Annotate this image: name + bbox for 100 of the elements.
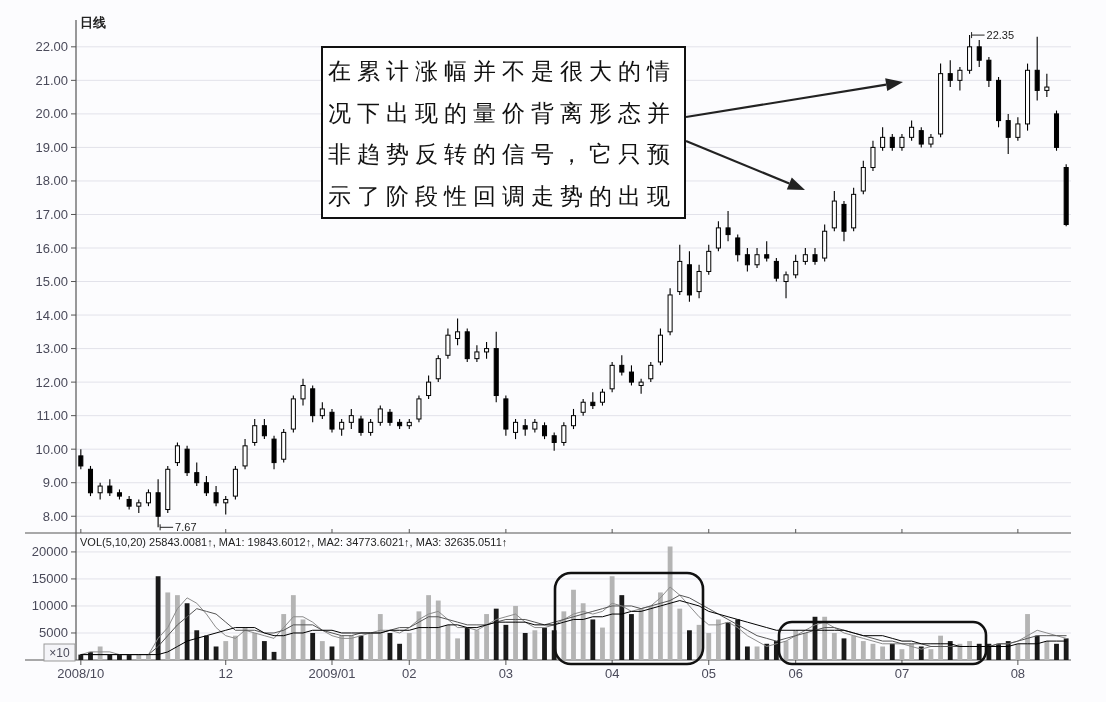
candlestick <box>87 465 94 497</box>
bar <box>339 635 345 660</box>
candlestick <box>570 408 577 430</box>
bar <box>619 595 625 660</box>
bar <box>600 627 605 660</box>
y-tick-label: 15000 <box>31 571 68 587</box>
annotation: 7.67 <box>175 521 197 534</box>
y-tick-label: 9.00 <box>42 475 68 491</box>
candlestick <box>638 378 644 395</box>
candlestick <box>967 34 973 75</box>
candlestick <box>812 247 818 266</box>
bar <box>648 605 654 660</box>
bar <box>976 643 982 660</box>
bar <box>146 654 151 660</box>
bar <box>889 643 895 660</box>
candlestick <box>764 240 770 262</box>
bar <box>957 643 963 660</box>
candlestick <box>348 408 354 430</box>
x-tick-label: 12 <box>218 666 233 681</box>
candlestick <box>947 59 953 88</box>
candlestick <box>416 394 422 423</box>
bar <box>706 632 712 660</box>
candlestick <box>986 56 992 88</box>
x-tick-label: 06 <box>788 666 803 681</box>
bar <box>136 654 142 660</box>
candlestick <box>715 220 721 252</box>
bar <box>310 632 316 660</box>
candlestick <box>358 415 364 437</box>
y-tick-label: 10000 <box>31 598 68 614</box>
x-tick-label: 07 <box>894 666 910 681</box>
bar <box>184 603 190 660</box>
candlestick <box>860 160 866 195</box>
candlestick <box>184 445 190 477</box>
bar <box>1025 614 1030 660</box>
candlestick <box>1034 36 1040 102</box>
y-tick-label: 11.00 <box>36 408 68 424</box>
bar <box>880 646 886 660</box>
candlestick <box>976 39 982 68</box>
candlestick <box>474 344 480 363</box>
y-tick-label: 12.00 <box>35 374 68 390</box>
candlestick <box>870 140 876 172</box>
bar <box>658 592 663 660</box>
y-tick-label: 21.00 <box>35 72 68 88</box>
bar <box>851 635 857 660</box>
candlestick <box>252 418 258 447</box>
bar <box>571 589 576 660</box>
y-tick-label: 8.00 <box>42 508 68 524</box>
x-tick-label: 08 <box>1010 666 1026 681</box>
candlestick <box>1044 73 1050 98</box>
x-tick-label: 03 <box>498 666 514 681</box>
candlestick <box>194 462 200 487</box>
candlestick <box>628 364 634 387</box>
candlestick <box>773 257 779 283</box>
bar <box>542 627 547 660</box>
bar <box>348 635 354 660</box>
candlestick <box>426 374 432 400</box>
bar <box>204 635 209 660</box>
bar <box>175 595 180 660</box>
bar <box>909 643 915 660</box>
candlestick <box>513 418 519 440</box>
bar <box>397 643 403 660</box>
bar <box>802 632 808 660</box>
x-tick-label: 2008/10 <box>57 666 105 681</box>
bar <box>667 546 673 660</box>
bar <box>406 632 412 660</box>
candlestick <box>909 120 915 142</box>
y-tick-label: 14.00 <box>35 307 68 323</box>
candlestick <box>174 441 180 467</box>
y-tick-label: 16.00 <box>35 240 68 256</box>
chart-title: 日线 <box>80 15 106 30</box>
bar <box>435 600 441 660</box>
bar <box>484 614 489 660</box>
x-tick-label: 02 <box>402 666 417 681</box>
bar <box>155 576 161 660</box>
y-tick-label: 22.00 <box>35 39 68 55</box>
bar <box>261 641 267 660</box>
candlestick <box>1005 113 1011 155</box>
bar <box>252 632 258 660</box>
candlestick <box>377 405 383 427</box>
candlestick <box>735 234 741 262</box>
bar <box>455 638 460 660</box>
bar <box>831 632 837 660</box>
bar <box>1054 643 1059 660</box>
candlestick <box>455 317 461 346</box>
bar <box>493 608 499 660</box>
candlestick <box>609 361 615 393</box>
bar <box>860 641 866 660</box>
bar <box>1034 635 1040 660</box>
y-tick-label: 17.00 <box>35 206 68 222</box>
candlestick <box>706 244 712 276</box>
candlestick <box>78 448 84 470</box>
bar <box>126 654 132 660</box>
candlestick <box>223 495 229 516</box>
candlestick <box>445 327 451 360</box>
bar <box>368 632 374 660</box>
bar <box>609 576 615 660</box>
bar <box>377 614 383 660</box>
bar <box>677 608 683 660</box>
candlestick <box>271 435 277 470</box>
bar <box>744 646 750 660</box>
